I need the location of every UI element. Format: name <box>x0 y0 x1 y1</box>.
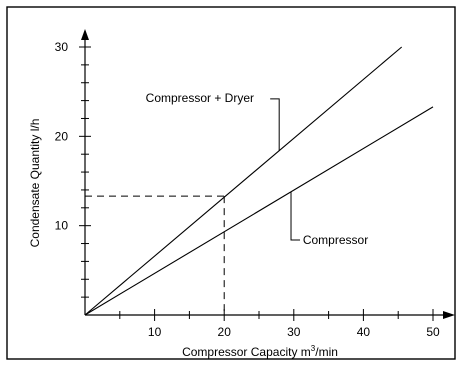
series-line-compressor-dryer <box>84 46 403 316</box>
x-tick-label: 40 <box>357 325 371 339</box>
x-tick-label: 50 <box>426 325 440 339</box>
series-line-compressor <box>84 106 434 316</box>
x-tick-label: 30 <box>287 325 301 339</box>
annotation-layer: Compressor + Dryer Compressor <box>146 91 369 247</box>
ticks-layer: 10 20 30 40 50 10 20 30 <box>55 40 440 339</box>
leader-compressor-dryer <box>270 98 280 151</box>
x-tick-label: 20 <box>218 325 232 339</box>
series-layer <box>84 46 434 316</box>
axes-layer <box>81 29 455 319</box>
annotation-compressor-dryer: Compressor + Dryer <box>146 91 254 105</box>
x-axis-title: Compressor Capacity m3/min <box>182 344 338 359</box>
chart-frame <box>6 6 456 360</box>
y-tick-label: 30 <box>55 40 69 54</box>
y-axis-title: Condensate Quantity l/h <box>28 119 42 248</box>
y-tick-label: 10 <box>55 219 69 233</box>
x-tick-label: 10 <box>148 325 162 339</box>
labels-layer: Compressor Capacity m3/min Condensate Qu… <box>28 119 338 359</box>
leader-compressor <box>290 191 301 241</box>
y-axis-arrow <box>81 29 89 40</box>
y-tick-label: 20 <box>55 129 69 143</box>
annotation-compressor: Compressor <box>303 233 368 247</box>
x-axis-arrow <box>443 311 455 319</box>
